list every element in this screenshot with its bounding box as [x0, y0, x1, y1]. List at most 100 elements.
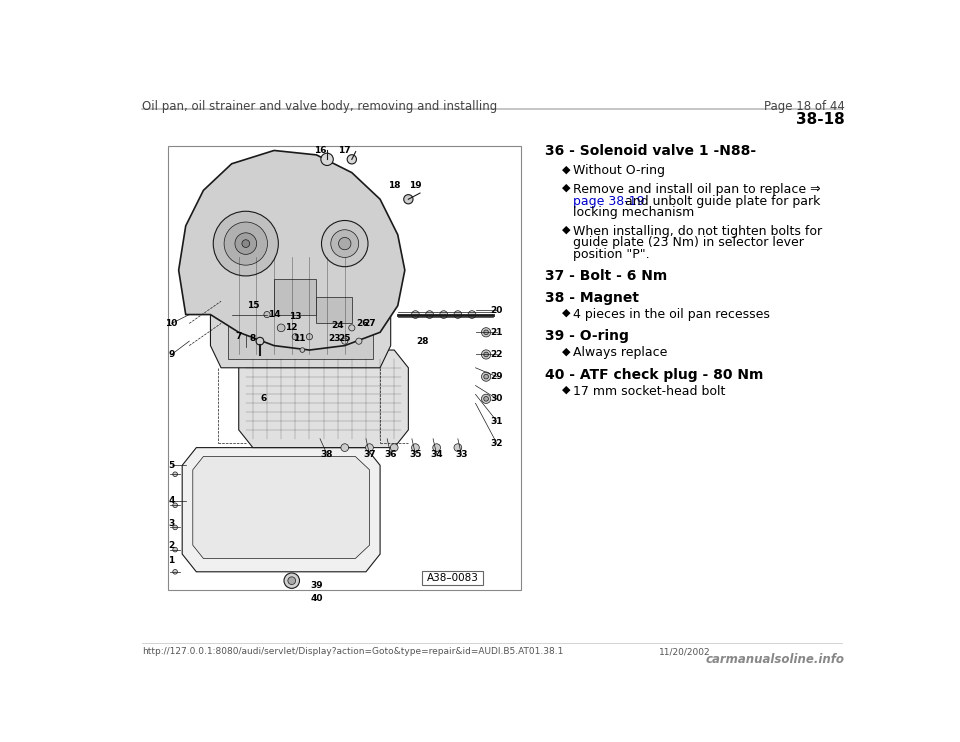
Text: http://127.0.0.1:8080/audi/servlet/Display?action=Goto&type=repair&id=AUDI.B5.AT: http://127.0.0.1:8080/audi/servlet/Displ…: [142, 647, 564, 656]
Text: 11: 11: [293, 335, 305, 344]
Circle shape: [213, 211, 278, 276]
Circle shape: [412, 444, 420, 451]
Text: 25: 25: [339, 335, 351, 344]
Text: 37 - Bolt - 6 Nm: 37 - Bolt - 6 Nm: [544, 269, 667, 283]
Text: 11/20/2002: 11/20/2002: [659, 647, 710, 656]
Text: carmanualsoline.info: carmanualsoline.info: [706, 653, 845, 666]
Text: When installing, do not tighten bolts for: When installing, do not tighten bolts fo…: [573, 225, 823, 237]
Circle shape: [342, 338, 348, 344]
Text: 32: 32: [491, 439, 503, 447]
Text: 19: 19: [409, 182, 421, 191]
Circle shape: [240, 301, 252, 311]
Circle shape: [173, 472, 178, 476]
Circle shape: [391, 444, 398, 451]
Bar: [317, 297, 351, 324]
Text: 39 - O-ring: 39 - O-ring: [544, 329, 629, 344]
Text: and unbolt guide plate for park: and unbolt guide plate for park: [621, 194, 821, 208]
Bar: [422, 571, 483, 585]
Circle shape: [366, 444, 373, 451]
Circle shape: [325, 301, 336, 311]
Bar: [274, 279, 317, 315]
Text: guide plate (23 Nm) in selector lever: guide plate (23 Nm) in selector lever: [573, 236, 804, 249]
Text: 16: 16: [314, 146, 326, 155]
Text: ◆: ◆: [562, 225, 570, 234]
Circle shape: [412, 311, 420, 318]
Circle shape: [425, 311, 434, 318]
Text: 27: 27: [363, 319, 375, 328]
Text: A38–0083: A38–0083: [427, 573, 479, 583]
Text: 14: 14: [268, 310, 280, 319]
Circle shape: [482, 394, 491, 404]
Text: Always replace: Always replace: [573, 347, 668, 359]
Circle shape: [322, 220, 368, 266]
Text: 38-18: 38-18: [796, 112, 845, 127]
Circle shape: [284, 573, 300, 588]
Text: ◆: ◆: [562, 347, 570, 356]
Circle shape: [224, 222, 268, 265]
Circle shape: [433, 444, 441, 451]
Polygon shape: [239, 350, 408, 447]
Circle shape: [339, 237, 351, 250]
Text: 26: 26: [356, 319, 369, 328]
Circle shape: [348, 154, 356, 164]
Text: position "P".: position "P".: [573, 248, 650, 260]
Text: 35: 35: [409, 450, 421, 459]
Circle shape: [454, 311, 462, 318]
Text: 33: 33: [455, 450, 468, 459]
Circle shape: [173, 503, 178, 508]
Text: 34: 34: [430, 450, 443, 459]
Circle shape: [292, 334, 299, 340]
Bar: [168, 146, 521, 590]
Text: 13: 13: [289, 312, 301, 321]
Text: 9: 9: [168, 350, 175, 359]
Circle shape: [331, 230, 359, 257]
Text: 12: 12: [285, 324, 298, 332]
Circle shape: [482, 372, 491, 381]
Circle shape: [264, 312, 270, 318]
Text: 39: 39: [310, 580, 323, 590]
Circle shape: [482, 350, 491, 359]
Circle shape: [454, 444, 462, 451]
Text: 40 - ATF check plug - 80 Nm: 40 - ATF check plug - 80 Nm: [544, 368, 763, 382]
Text: 3: 3: [168, 519, 175, 528]
Text: 40: 40: [310, 594, 323, 603]
Circle shape: [321, 153, 333, 165]
Text: Remove and install oil pan to replace ⇒: Remove and install oil pan to replace ⇒: [573, 183, 821, 196]
Text: 18: 18: [388, 182, 400, 191]
Text: ◆: ◆: [562, 384, 570, 395]
Circle shape: [484, 352, 489, 357]
Text: 28: 28: [417, 337, 429, 346]
Text: 10: 10: [165, 319, 178, 328]
Text: ◆: ◆: [562, 165, 570, 174]
Circle shape: [468, 311, 476, 318]
Circle shape: [484, 330, 489, 335]
Circle shape: [243, 338, 249, 344]
Text: locking mechanism: locking mechanism: [573, 206, 695, 219]
Text: ◆: ◆: [562, 308, 570, 318]
Circle shape: [173, 525, 178, 530]
Polygon shape: [182, 447, 380, 572]
Polygon shape: [179, 151, 405, 350]
Circle shape: [277, 324, 285, 332]
Text: 2: 2: [168, 541, 175, 550]
Circle shape: [440, 311, 447, 318]
Text: Oil pan, oil strainer and valve body, removing and installing: Oil pan, oil strainer and valve body, re…: [142, 100, 497, 113]
Text: 8: 8: [250, 335, 256, 344]
Text: 30: 30: [491, 394, 503, 404]
Circle shape: [484, 375, 489, 379]
Polygon shape: [210, 243, 391, 368]
Text: 21: 21: [491, 328, 503, 337]
Circle shape: [482, 328, 491, 337]
Text: 29: 29: [491, 372, 503, 381]
Polygon shape: [193, 456, 370, 559]
Circle shape: [235, 233, 256, 255]
Text: 23: 23: [328, 335, 341, 344]
Text: Without O-ring: Without O-ring: [573, 165, 665, 177]
Circle shape: [288, 577, 296, 585]
Circle shape: [300, 348, 304, 352]
Circle shape: [306, 334, 313, 340]
Text: 7: 7: [235, 332, 242, 341]
Circle shape: [484, 396, 489, 401]
Text: ◆: ◆: [562, 183, 570, 193]
Text: 1: 1: [168, 556, 175, 565]
